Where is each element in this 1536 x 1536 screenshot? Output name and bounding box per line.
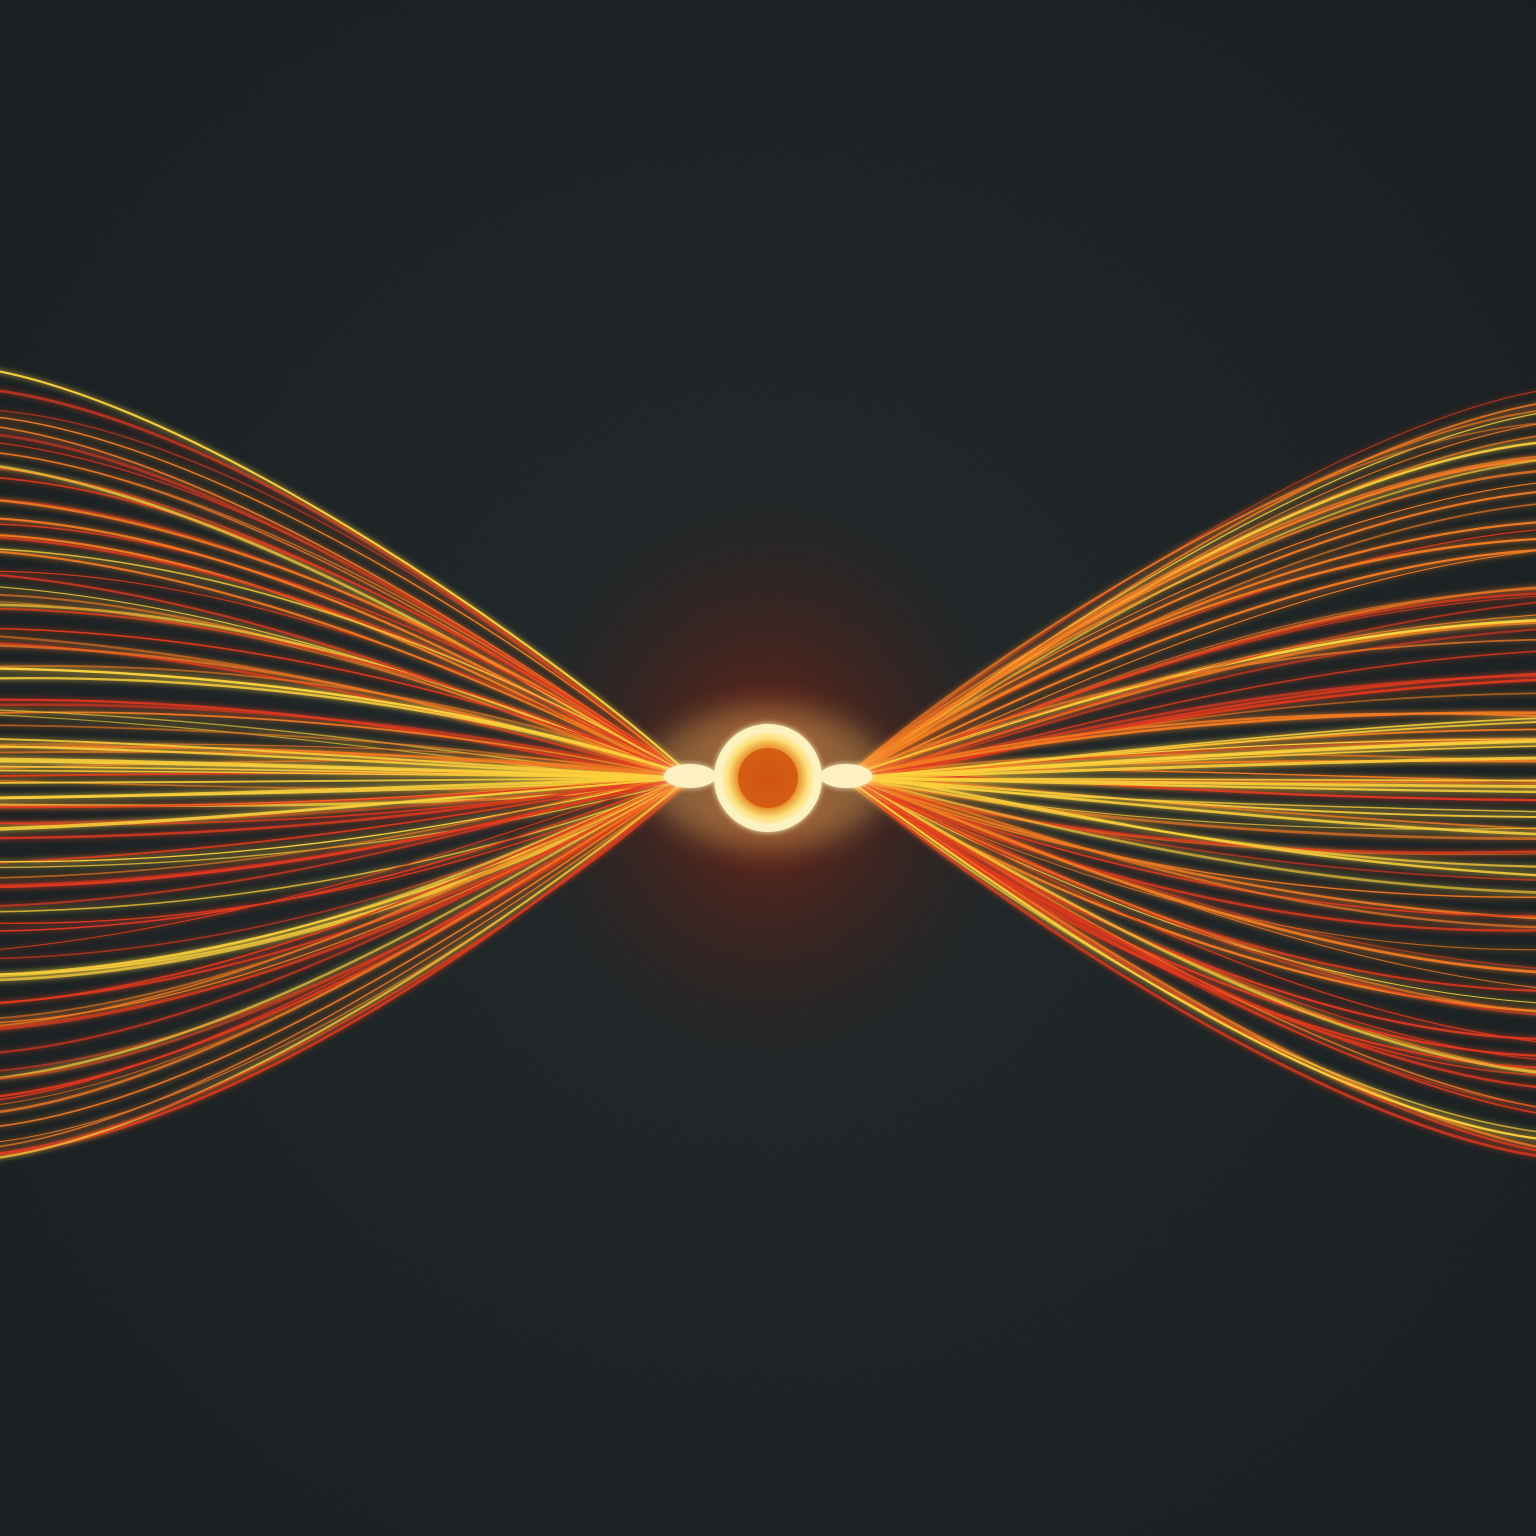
grain-overlay: [0, 0, 1536, 1536]
field-lines-image: [0, 0, 1536, 1536]
